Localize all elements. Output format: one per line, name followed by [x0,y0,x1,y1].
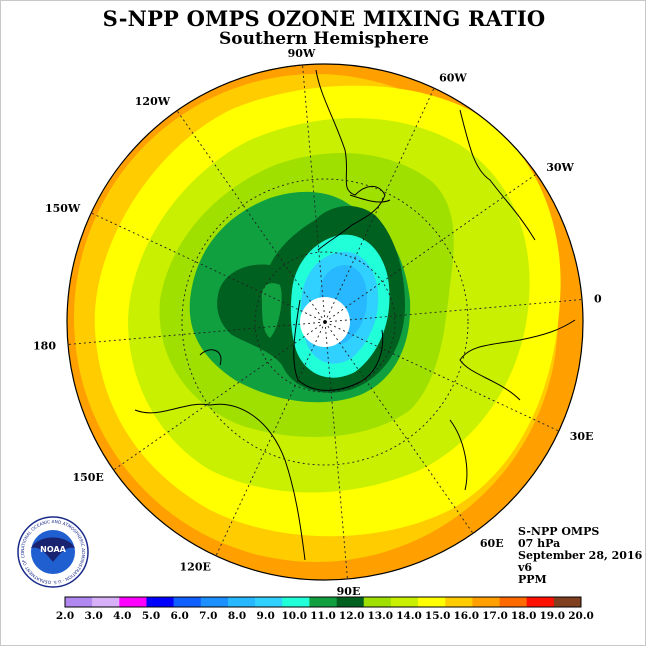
meridian-line [324,299,583,323]
colorbar-swatch [92,597,120,607]
colorbar-label: 7.0 [199,610,217,622]
longitude-label: 0 [594,293,602,306]
africa-coast [459,109,536,241]
logo-text: NOAA [40,545,66,554]
new-zealand-coast [199,349,222,366]
longitude-label: 30W [546,161,574,174]
colorbar-swatch [336,597,365,607]
longitude-label: 90W [288,47,316,60]
australia-coast [134,403,306,561]
colorbar-label: 12.0 [339,610,365,622]
colorbar-label: 8.0 [228,610,246,622]
colorbar-label: 16.0 [454,610,480,622]
latitude-circle-1 [254,251,396,393]
colorbar-swatch [309,597,337,607]
colorbar-label: 15.0 [425,610,451,622]
info-version: v6 [518,561,533,574]
colorbar-outline [64,596,582,608]
colorbar-label: 10.0 [282,610,308,622]
south-africa-coast [459,319,576,401]
colorbar-swatch [418,597,446,607]
colorbar-label: 2.0 [56,610,74,622]
longitude-label: 60E [480,537,504,550]
colorbar: 2.0 3.0 4.0 5.0 6.0 7.0 8.0 9.0 10.0 11.0 12.0 13.0… [56,596,594,622]
colorbar-label: 18.0 [511,610,537,622]
chart-title: S-NPP OMPS OZONE MIXING RATIO [102,6,546,31]
antarctic-peninsula-coast [349,194,391,203]
noaa-logo: NATIONAL OCEANIC AND ATMOSPHERIC ADMINIS… [17,516,89,588]
colorbar-label: 13.0 [368,610,394,622]
colorbar-swatch [282,597,310,607]
meridian-line [90,212,326,323]
meridians [67,64,583,580]
logo-gull-icon [31,537,75,562]
meridian-line [113,321,326,471]
colorbar-swatch [553,597,582,607]
colorbar-swatch [227,597,256,607]
info-level: 07 hPa [518,537,561,550]
madagascar-coast [449,419,468,491]
coastlines [134,69,576,561]
graticule [67,64,583,580]
colorbar-swatch [390,597,419,607]
longitude-label: 150W [45,202,81,215]
colorbar-swatch [65,597,93,607]
colorbar-swatch [445,597,473,607]
colorbar-swatch [363,597,392,607]
colorbar-swatch [499,597,527,607]
longitude-label: 60W [439,71,467,84]
colorbar-label: 9.0 [257,610,275,622]
antarctica-coast [293,299,384,391]
map-border [66,63,584,581]
colorbar-swatch [173,597,202,607]
colorbar-swatch [255,597,283,607]
latitude-circle-2 [181,178,469,466]
colorbar-label: 4.0 [113,610,131,622]
longitude-label: 180 [33,340,56,353]
meridian-line [324,321,474,534]
info-date: September 28, 2016 [518,549,643,562]
colorbar-label: 11.0 [310,610,336,622]
longitude-label: 90E [337,585,361,598]
colorbar-swatch [472,597,500,607]
longitude-labels: 90W 60W 30W 0 30E 60E 90E 120E 150E 180 150W 120W [33,47,602,598]
colorbar-label: 19.0 [540,610,566,622]
info-units: PPM [518,573,547,586]
colorbar-swatch [526,597,555,607]
meridian-line [324,173,537,323]
band-10-11-inner [261,283,282,338]
colorbar-label: 3.0 [85,610,103,622]
info-block: S-NPP OMPS 07 hPa September 28, 2016 v6 … [518,526,642,586]
meridian-line [176,110,326,323]
colorbar-swatch [119,597,147,607]
meridian-line [215,321,326,557]
meridian-line [324,87,435,323]
colorbar-label: 20.0 [568,610,594,622]
colorbar-label: 5.0 [142,610,160,622]
meridian-line [324,321,348,580]
colorbar-swatch [146,597,174,607]
longitude-label: 150E [72,471,103,484]
meridian-line [324,321,560,432]
colorbar-label: 14.0 [396,610,422,622]
colorbar-label: 6.0 [171,610,189,622]
colorbar-label: 17.0 [482,610,508,622]
longitude-label: 120E [180,561,211,574]
south-america-coast [315,69,386,251]
colorbar-swatch [200,597,229,607]
chart-subtitle: Southern Hemisphere [219,29,429,49]
pole-dot [323,320,327,324]
longitude-label: 120W [135,95,171,108]
longitude-label: 30E [570,430,594,443]
info-instrument: S-NPP OMPS [518,525,600,538]
